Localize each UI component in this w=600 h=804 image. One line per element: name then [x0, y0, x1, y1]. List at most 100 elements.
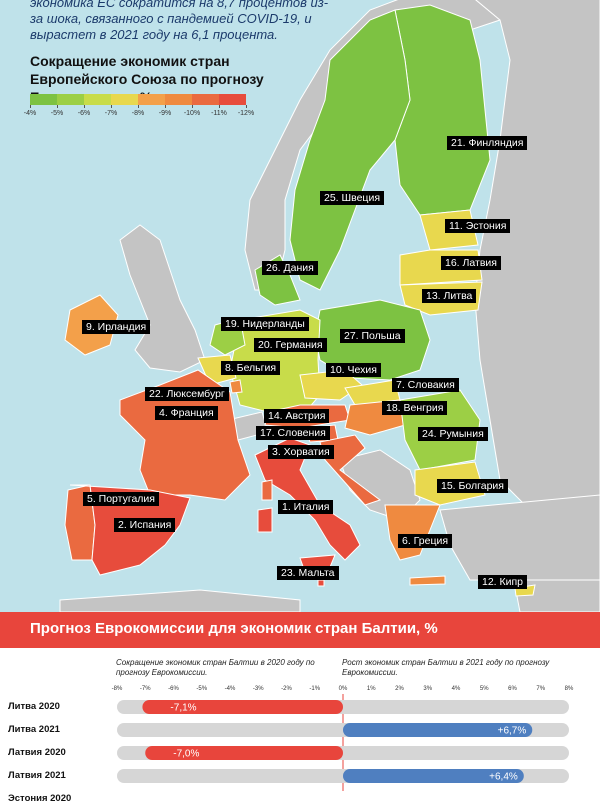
- row-label: Латвия 2021: [8, 770, 66, 781]
- label-spain: 2. Испания: [114, 518, 176, 532]
- label-poland: 27. Польша: [340, 329, 405, 343]
- legend-tick-mark: [30, 105, 31, 108]
- legend-tick-label: -7%: [104, 110, 118, 117]
- label-lithuania: 13. Литва: [422, 289, 477, 303]
- legend-tick-label: -5%: [50, 110, 64, 117]
- x-tick-label: -1%: [309, 686, 320, 692]
- croatia-shape: [319, 434, 382, 506]
- europe-map: экономика ЕС сократится на 8,7 процентов…: [0, 0, 600, 612]
- legend-color-bar: [30, 94, 246, 105]
- x-tick-label: 5%: [480, 686, 489, 692]
- x-tick-label: -6%: [168, 686, 179, 692]
- legend-tick-mark: [192, 105, 193, 108]
- x-tick-label: 2%: [395, 686, 404, 692]
- label-belgium: 8. Бельгия: [221, 361, 281, 375]
- label-germany: 20. Германия: [254, 338, 327, 352]
- legend-swatch: [84, 94, 111, 105]
- label-finland: 21. Финляндия: [447, 136, 528, 150]
- turkey-shape: [439, 494, 600, 581]
- caption-2020: Сокращение экономик стран Балтии в 2020 …: [116, 658, 315, 677]
- value-label: -7,1%: [170, 703, 196, 714]
- x-tick-label: -3%: [253, 686, 264, 692]
- label-malta: 23. Мальта: [277, 566, 339, 580]
- label-austria: 14. Австрия: [264, 409, 330, 423]
- legend-tick-label: -9%: [158, 110, 172, 117]
- label-bulgaria: 15. Болгария: [437, 479, 508, 493]
- label-slovenia: 17. Словения: [256, 426, 330, 440]
- greece-shape: [384, 504, 441, 561]
- x-tick-label: 1%: [367, 686, 376, 692]
- corsica-shape: [261, 479, 273, 501]
- legend-tick-label: -6%: [77, 110, 91, 117]
- legend-ticks: -4% -5% -6% -7% -8% -9% -10% -11% -12%: [24, 105, 254, 121]
- label-cyprus: 12. Кипр: [478, 575, 528, 589]
- x-tick-label: -8%: [112, 686, 123, 692]
- baltic-header: Прогноз Еврокомиссии для экономик стран …: [0, 612, 600, 648]
- malta-shape: [317, 579, 325, 587]
- legend-tick-label: -12%: [237, 110, 255, 117]
- legend-swatch: [57, 94, 84, 105]
- x-tick-label: 8%: [565, 686, 574, 692]
- legend-swatch: [192, 94, 219, 105]
- legend-tick-mark: [84, 105, 85, 108]
- label-luxembourg: 22. Люксембург: [145, 387, 229, 401]
- sweden-shape: [289, 9, 411, 291]
- legend-tick-label: -8%: [131, 110, 145, 117]
- label-ireland: 9. Ирландия: [82, 320, 151, 334]
- crete-shape: [409, 575, 446, 586]
- value-label: -7,0%: [173, 749, 199, 760]
- label-italy: 1. Италия: [278, 500, 334, 514]
- x-tick-label: -5%: [196, 686, 207, 692]
- x-tick-label: 0%: [339, 686, 348, 692]
- label-romania: 24. Румыния: [418, 427, 488, 441]
- caption-2021: Рост экономик стран Балтии в 2021 году п…: [342, 658, 550, 677]
- data-bar: [145, 746, 343, 760]
- africa-shape: [59, 589, 301, 612]
- label-france: 4. Франция: [155, 406, 218, 420]
- row-label: Эстония 2020: [8, 793, 72, 804]
- label-netherlands: 19. Нидерланды: [221, 317, 309, 331]
- label-hungary: 18. Венгрия: [382, 401, 448, 415]
- label-slovakia: 7. Словакия: [392, 378, 459, 392]
- x-tick-label: -2%: [281, 686, 292, 692]
- data-bar: [343, 723, 533, 737]
- row-label: Латвия 2020: [8, 747, 66, 758]
- label-sweden: 25. Швеция: [320, 191, 385, 205]
- legend-swatch: [165, 94, 192, 105]
- row-label: Литва 2021: [8, 724, 60, 735]
- label-portugal: 5. Португалия: [83, 492, 159, 506]
- x-tick-label: -4%: [225, 686, 236, 692]
- baltic-bar-chart: -8% -7% -6% -5% -4% -3% -2% -1% 0% 1% 2% 3% 4% 5% 6% 7%…: [112, 686, 574, 791]
- intro-text: экономика ЕС сократится на 8,7 процентов…: [30, 0, 329, 42]
- legend-tick-label: -10%: [183, 110, 201, 117]
- france-shape: [119, 369, 251, 501]
- russia-shape: [474, 0, 600, 612]
- legend-tick-mark: [111, 105, 112, 108]
- label-croatia: 3. Хорватия: [268, 445, 334, 459]
- label-estonia: 11. Эстония: [445, 219, 511, 233]
- x-tick-label: 4%: [452, 686, 461, 692]
- legend-tick-mark: [57, 105, 58, 108]
- legend-tick-mark: [219, 105, 220, 108]
- row-label: Литва 2020: [8, 701, 60, 712]
- legend-tick-mark: [165, 105, 166, 108]
- legend-swatch: [138, 94, 165, 105]
- x-tick-label: 3%: [423, 686, 432, 692]
- data-bar: [142, 700, 343, 714]
- label-latvia: 16. Латвия: [441, 256, 501, 270]
- value-label: +6,4%: [489, 772, 518, 783]
- x-tick-label: 7%: [536, 686, 545, 692]
- x-tick-label: 6%: [508, 686, 517, 692]
- legend-tick-label: -4%: [23, 110, 37, 117]
- x-tick-label: -7%: [140, 686, 151, 692]
- legend-tick-mark: [138, 105, 139, 108]
- luxembourg-shape: [229, 379, 243, 394]
- label-greece: 6. Греция: [398, 534, 453, 548]
- baltic-title: Прогноз Еврокомиссии для экономик стран …: [30, 620, 438, 637]
- data-bar: [343, 769, 524, 783]
- map-svg: [59, 0, 600, 612]
- label-denmark: 26. Дания: [262, 261, 318, 275]
- legend-swatch: [219, 94, 246, 105]
- legend-tick-mark: [246, 105, 247, 108]
- legend-swatch: [111, 94, 138, 105]
